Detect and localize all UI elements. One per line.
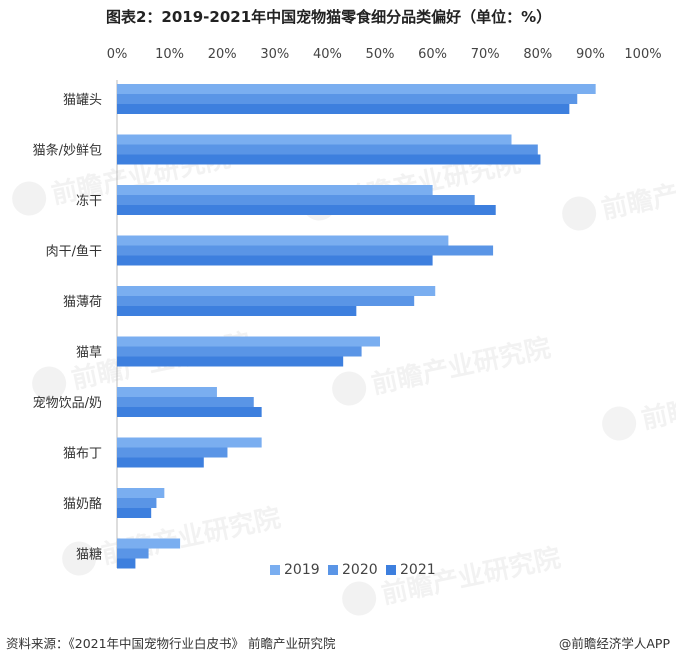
bar-2020 xyxy=(117,144,538,155)
bar-2019 xyxy=(117,286,436,296)
bar-2019 xyxy=(117,185,433,195)
bar-chart: 0% 10% 20% 30% 40% 50% 60% 70% 80% 90% 100% 猫罐头猫条/妙… xyxy=(33,47,662,578)
x-tick-label: 0% xyxy=(107,47,128,62)
bar-2021 xyxy=(117,205,496,215)
bar-2019 xyxy=(117,235,449,246)
category-label: 猫条/妙鲜包 xyxy=(33,143,102,159)
bar-2021 xyxy=(117,558,136,569)
bar-2019 xyxy=(117,336,380,347)
category-label: 猫糖 xyxy=(76,547,102,563)
legend-label: 2021 xyxy=(400,562,436,578)
brand-credit: @前瞻经济学人APP xyxy=(558,636,670,651)
x-tick-label: 50% xyxy=(366,47,395,62)
category-label: 肉干/鱼干 xyxy=(46,244,102,260)
chart-title: 图表2：2019-2021年中国宠物猫零食细分品类偏好（单位：%） xyxy=(106,8,552,26)
footer: 资料来源：《2021年中国宠物行业白皮书》 前瞻产业研究院 @前瞻经济学人APP xyxy=(0,633,676,653)
bar-2019 xyxy=(117,84,596,94)
bar-2020 xyxy=(117,195,475,205)
bar-2020 xyxy=(117,94,578,104)
source-note: 资料来源：《2021年中国宠物行业白皮书》 前瞻产业研究院 xyxy=(6,636,336,651)
x-tick-label: 100% xyxy=(624,47,661,62)
bar-2021 xyxy=(117,255,433,266)
chart-area: 0% 10% 20% 30% 40% 50% 60% 70% 80% 90% 100% 猫罐头猫条/妙… xyxy=(0,30,676,590)
legend-swatch-2021 xyxy=(386,565,396,575)
bar-2020 xyxy=(117,498,157,508)
x-tick-label: 70% xyxy=(471,47,500,62)
legend-label: 2019 xyxy=(284,562,320,578)
bar-2020 xyxy=(117,397,254,407)
category-label: 猫奶酪 xyxy=(63,496,102,512)
bar-2019 xyxy=(117,134,512,145)
bar-2019 xyxy=(117,488,165,498)
category-label: 冻干 xyxy=(76,193,102,209)
legend-label: 2020 xyxy=(342,562,378,578)
bar-2020 xyxy=(117,447,228,458)
bar-2020 xyxy=(117,245,494,256)
x-tick-label: 10% xyxy=(155,47,184,62)
category-label: 猫草 xyxy=(76,346,102,361)
x-tick-label: 30% xyxy=(260,47,289,62)
legend-swatch-2020 xyxy=(328,565,338,575)
category-label: 猫罐头 xyxy=(63,93,102,108)
bar-2020 xyxy=(117,346,362,357)
x-tick-label: 80% xyxy=(523,47,552,62)
bar-2020 xyxy=(117,548,149,559)
bar-2021 xyxy=(117,356,344,367)
bar-2019 xyxy=(117,387,217,397)
category-label: 猫布丁 xyxy=(63,447,102,462)
bar-2019 xyxy=(117,437,262,448)
bar-2020 xyxy=(117,296,415,306)
bar-2021 xyxy=(117,508,152,518)
category-label: 宠物饮品/奶 xyxy=(33,395,102,411)
category-label: 猫薄荷 xyxy=(63,295,102,310)
legend-swatch-2019 xyxy=(270,565,280,575)
bar-2021 xyxy=(117,306,357,316)
bar-2021 xyxy=(117,154,541,165)
x-tick-label: 60% xyxy=(418,47,447,62)
bar-2019 xyxy=(117,538,181,549)
bar-2021 xyxy=(117,407,262,417)
x-tick-label: 40% xyxy=(313,47,342,62)
x-tick-label: 20% xyxy=(208,47,237,62)
bar-2021 xyxy=(117,457,204,468)
x-tick-label: 90% xyxy=(576,47,605,62)
bar-2021 xyxy=(117,104,570,114)
